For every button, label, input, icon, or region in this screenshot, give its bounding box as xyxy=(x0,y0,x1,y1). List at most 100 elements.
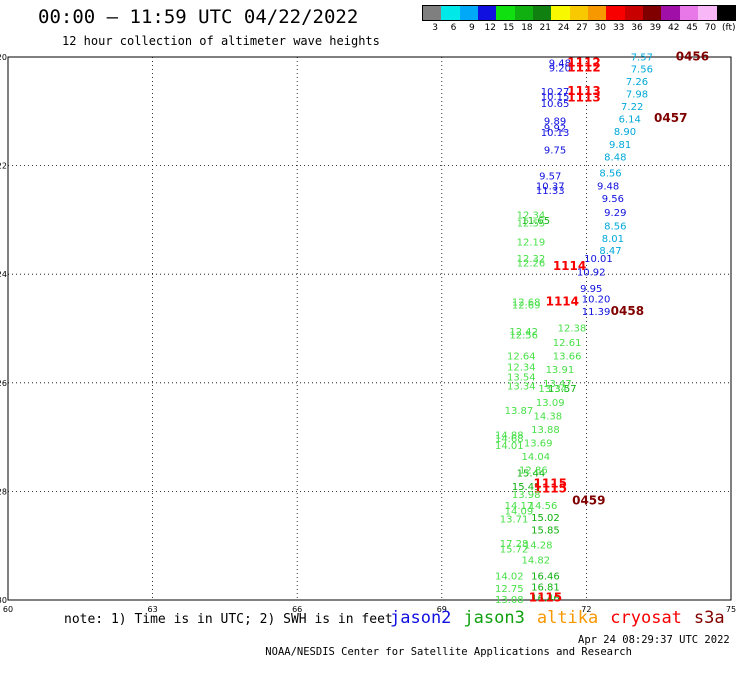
data-label: 9.56 xyxy=(602,194,624,205)
data-label: 12.55 xyxy=(517,219,546,230)
data-label: 0458 xyxy=(611,304,644,318)
data-label: 13.91 xyxy=(546,365,575,376)
scale-swatch xyxy=(661,6,680,20)
data-label: 12.75 xyxy=(495,584,524,595)
data-label: 9.48 xyxy=(549,58,571,69)
footer-credit: NOAA/NESDIS Center for Satellite Applica… xyxy=(265,646,632,658)
data-label: 1112 xyxy=(567,55,600,69)
data-label: 14.02 xyxy=(495,572,524,583)
data-label: 12.69 xyxy=(512,301,541,312)
data-label: 1113 xyxy=(567,84,600,98)
data-label: 8.48 xyxy=(604,152,626,163)
scale-swatch xyxy=(441,6,460,20)
y-tick-label: -20 xyxy=(0,53,7,62)
scale-label: 3 xyxy=(432,23,439,33)
data-label: 14.04 xyxy=(521,452,550,463)
scale-label: 70 xyxy=(704,23,717,33)
data-label: 9.48 xyxy=(597,182,619,193)
x-tick-label: 69 xyxy=(437,605,447,614)
plot-frame xyxy=(7,56,732,601)
scale-label: 15 xyxy=(502,23,515,33)
data-label: 11.39 xyxy=(582,307,611,318)
satellite-legend-item: jason3 xyxy=(463,608,525,628)
data-label: 8.47 xyxy=(599,246,621,257)
scale-swatch xyxy=(606,6,625,20)
data-label: 14.56 xyxy=(529,501,558,512)
data-label: 16.81 xyxy=(531,582,560,593)
data-label: 14.88 xyxy=(495,430,524,441)
data-label: 7.57 xyxy=(631,52,653,63)
plot-area: 606366697275-20-22-24-26-28-309.489.2010… xyxy=(0,49,736,614)
data-label: 13.98 xyxy=(512,490,541,501)
color-scale-labels: 3 6 9 12 15 18 21 24 27 30 33 36 39 42 45 70 (ft) xyxy=(422,21,736,35)
data-label: 15.85 xyxy=(531,525,560,536)
chart-subtitle: 12 hour collection of altimeter wave hei… xyxy=(62,34,380,48)
scale-label: 6 xyxy=(450,23,457,33)
scale-swatch xyxy=(624,6,644,20)
scale-swatch xyxy=(551,6,570,20)
scale-label: 18 xyxy=(521,23,533,33)
scale-swatch xyxy=(423,6,442,20)
scale-swatch xyxy=(643,6,662,20)
data-label: 9.95 xyxy=(580,284,602,295)
data-label: 15.45 xyxy=(512,482,541,493)
y-tick-label: -28 xyxy=(0,487,7,496)
data-label: 9.92 xyxy=(544,124,566,135)
scale-swatch xyxy=(716,6,735,20)
data-label: 13.09 xyxy=(536,398,565,409)
scale-swatch xyxy=(459,6,479,20)
data-label: 13.69 xyxy=(524,439,553,450)
data-label: 12.64 xyxy=(507,352,536,363)
scale-label: 36 xyxy=(631,23,643,33)
data-label: 14.82 xyxy=(521,555,550,566)
data-label: 10.01 xyxy=(584,254,613,265)
data-label: 13.66 xyxy=(553,352,582,363)
data-label: 16.46 xyxy=(531,593,560,604)
data-label: 1115 xyxy=(534,476,567,490)
data-label: 1114 xyxy=(546,294,579,308)
data-label: 13.34 xyxy=(507,382,536,393)
x-tick-label: 72 xyxy=(581,605,591,614)
y-tick-label: -24 xyxy=(0,270,7,279)
data-label: 13.08 xyxy=(495,595,524,606)
data-label: 10.92 xyxy=(577,267,606,278)
data-label: 10.15 xyxy=(541,92,570,103)
scale-label: 42 xyxy=(667,23,680,33)
data-label: 7.26 xyxy=(626,77,648,88)
y-tick-label: -26 xyxy=(0,379,7,388)
footer: NOAA/NESDIS Center for Satellite Applica… xyxy=(240,634,729,682)
data-label: 14.38 xyxy=(534,411,563,422)
data-label: 8.01 xyxy=(602,234,624,245)
data-label: 16.46 xyxy=(531,572,560,583)
data-label: 7.22 xyxy=(621,102,643,113)
data-label: 13.47 xyxy=(543,379,572,390)
data-label: 7.56 xyxy=(631,64,653,75)
scale-swatch xyxy=(496,6,515,20)
data-label: 9.57 xyxy=(539,171,561,182)
chart-title: 00:00 – 11:59 UTC 04/22/2022 xyxy=(38,6,359,28)
data-label: 7.98 xyxy=(626,89,648,100)
scale-label: 39 xyxy=(649,23,662,33)
scale-label: (ft) xyxy=(721,23,736,33)
color-scale-legend: 3 6 9 12 15 18 21 24 27 30 33 36 39 42 45 70 (ft) xyxy=(422,5,736,35)
data-label: 14.01 xyxy=(495,441,524,452)
scale-swatch xyxy=(514,6,534,20)
data-label: 9.89 xyxy=(544,117,566,128)
data-label: 12.86 xyxy=(519,466,548,477)
scale-swatch xyxy=(533,6,552,20)
data-label: 15.02 xyxy=(531,513,560,524)
altimeter-chart-page: 00:00 – 11:59 UTC 04/22/2022 12 hour col… xyxy=(0,5,736,658)
data-label: 8.90 xyxy=(614,127,636,138)
data-label: 12.56 xyxy=(509,330,538,341)
data-label: 10.65 xyxy=(541,99,570,110)
scale-swatch xyxy=(478,6,497,20)
data-label: 13.88 xyxy=(531,425,560,436)
y-tick-label: -30 xyxy=(0,596,7,605)
data-label: 9.29 xyxy=(604,208,626,219)
data-label: 10.13 xyxy=(541,128,570,139)
data-label: 9.20 xyxy=(549,63,571,74)
scale-label: 12 xyxy=(484,23,496,33)
satellite-legend-item: altika xyxy=(536,608,599,628)
data-label: 10.37 xyxy=(536,182,565,193)
satellite-legend-item: jason2 xyxy=(390,608,452,628)
